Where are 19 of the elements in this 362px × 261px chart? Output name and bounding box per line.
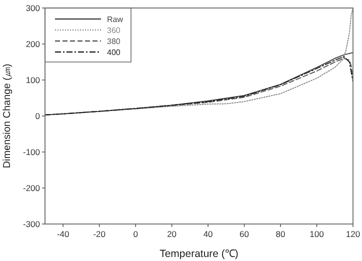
- y-tick-label: -100: [22, 147, 40, 157]
- y-tick-label: 300: [26, 3, 40, 13]
- x-tick-label: 120: [346, 229, 360, 239]
- y-tick-label: 100: [26, 75, 40, 85]
- y-tick-label: 200: [26, 39, 40, 49]
- x-tick-label: -20: [93, 229, 106, 239]
- x-tick-label: -40: [56, 229, 70, 239]
- x-tick-label: 60: [240, 229, 250, 239]
- y-tick-label: 0: [35, 111, 40, 121]
- x-tick-label: 100: [310, 229, 324, 239]
- y-axis-title: Dimension Change (㎛): [2, 64, 13, 168]
- x-tick-label: 80: [276, 229, 286, 239]
- y-tick-label: -300: [22, 219, 40, 229]
- x-tick-label: 20: [167, 229, 177, 239]
- legend: Raw 360 380 400: [44, 8, 132, 62]
- x-tick-label: 40: [203, 229, 214, 239]
- x-axis-title: Temperature (℃): [160, 248, 238, 260]
- y-tick-label: -200: [22, 183, 40, 193]
- x-tick-label: 0: [133, 229, 138, 239]
